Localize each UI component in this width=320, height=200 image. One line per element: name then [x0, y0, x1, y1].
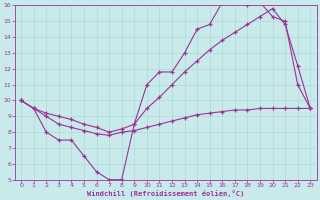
X-axis label: Windchill (Refroidissement éolien,°C): Windchill (Refroidissement éolien,°C) — [87, 190, 244, 197]
